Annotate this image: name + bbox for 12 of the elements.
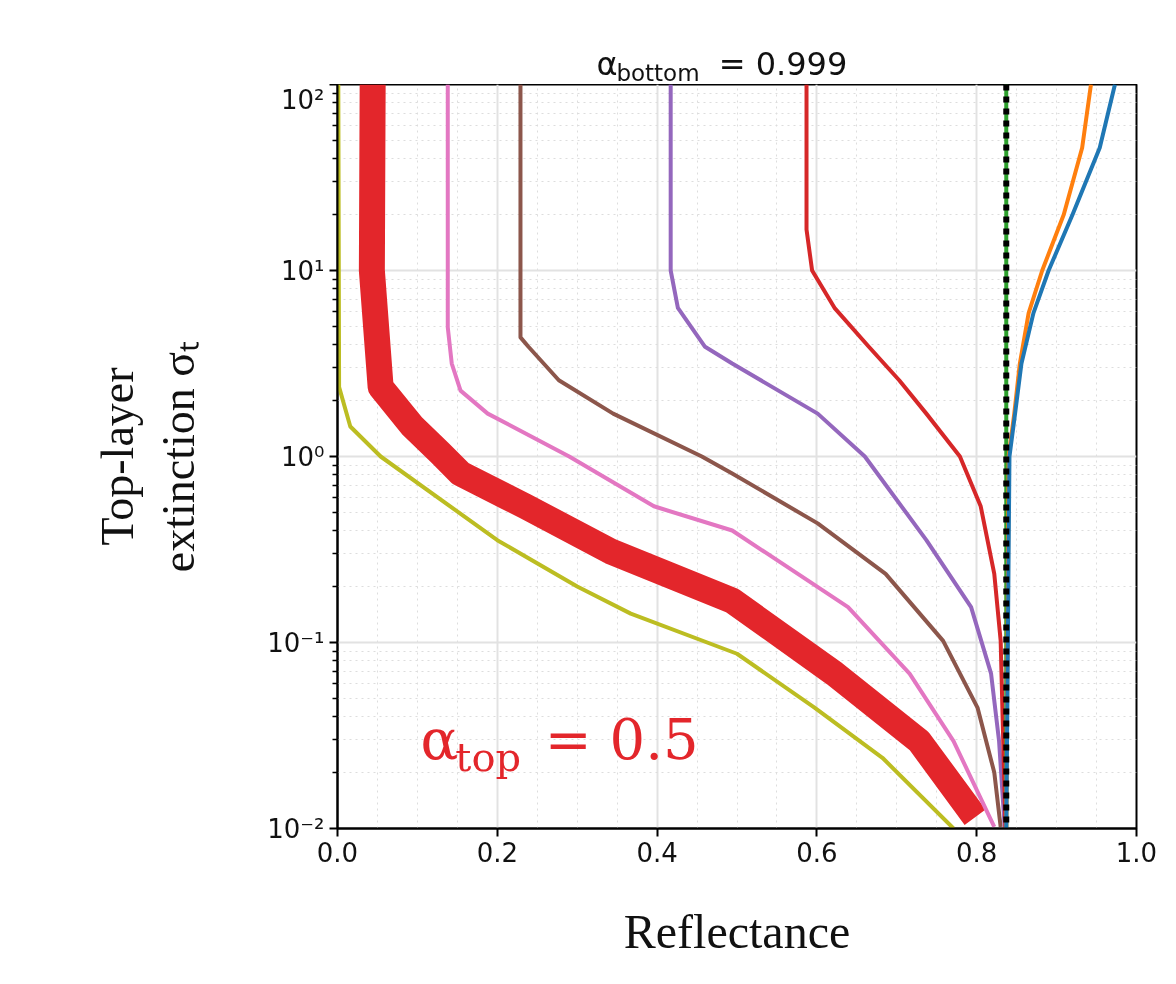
x-axis-title: Reflectance — [623, 904, 851, 958]
y-tick-label: 10¹ — [280, 255, 325, 286]
y-tick-label: 10⁰ — [280, 441, 325, 472]
x-tick-label: 0.4 — [636, 837, 678, 868]
x-tick-label: 0.2 — [476, 837, 518, 868]
x-tick-label: 0.0 — [316, 837, 359, 868]
y-tick-label: 10⁻¹ — [267, 627, 325, 658]
x-tick-label: 1.0 — [1115, 837, 1158, 868]
y-tick-label: 10² — [280, 84, 325, 115]
x-tick-label: 0.8 — [956, 837, 998, 868]
x-tick-label: 0.6 — [796, 837, 838, 868]
y-axis-title: Top-layer extinction σₜ — [92, 340, 205, 573]
